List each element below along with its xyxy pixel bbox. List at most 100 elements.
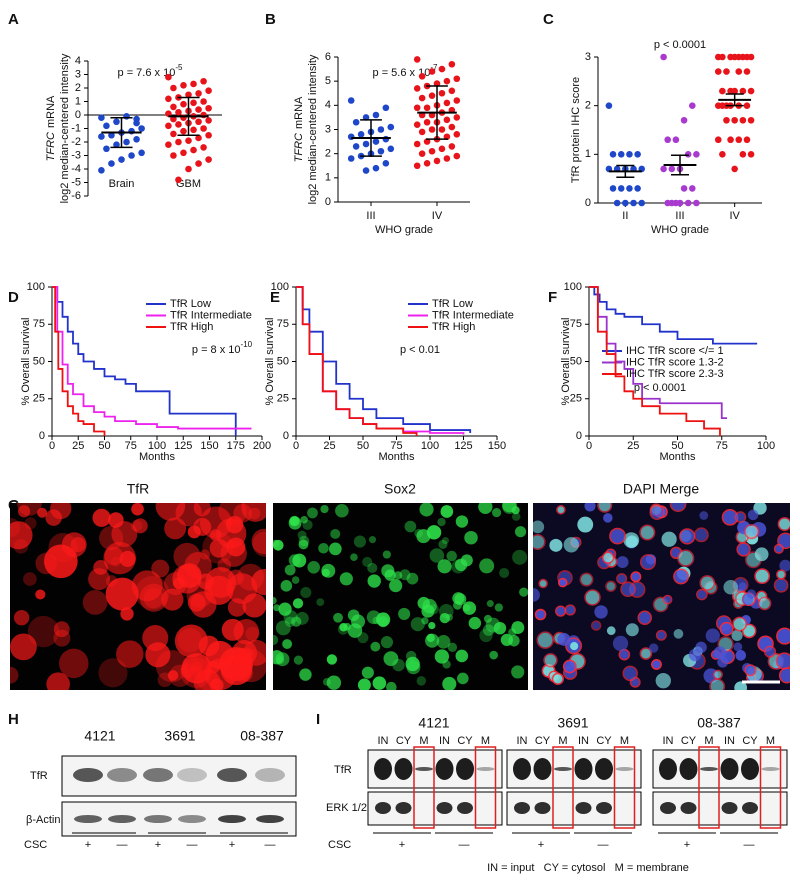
blot: 4121 IN CY M IN CY M + — 3691 IN CY M IN CY M + — 08-387 IN… [367, 715, 788, 851]
cell [248, 507, 261, 520]
data-point [205, 117, 212, 124]
nucleus [549, 538, 563, 552]
nucleus [723, 579, 738, 595]
data-point [672, 136, 680, 144]
lane-label: IN [724, 735, 735, 747]
panel-label: H [8, 711, 19, 728]
x-axis-label: Months [659, 451, 696, 463]
lane-label: M [419, 735, 428, 747]
csc-label: CSC [328, 839, 351, 851]
image-title: Sox2 [384, 481, 416, 497]
image-title: DAPI Merge [623, 481, 699, 497]
nucleus [519, 587, 528, 597]
lane-label: IN [578, 735, 589, 747]
nucleus [297, 530, 307, 540]
data-point [453, 152, 461, 160]
data-point [714, 68, 722, 75]
nucleus [398, 607, 411, 621]
p-value-text: p < 0.01 [400, 344, 440, 356]
p-value: p = 8 x 10-10 [192, 340, 253, 356]
cell [242, 593, 266, 618]
nucleus [421, 617, 429, 625]
csc-sign: — [187, 839, 198, 851]
image-title: TfR [127, 481, 150, 497]
data-point [175, 109, 182, 116]
category-label: III [366, 210, 375, 222]
y-axis-label-gene: TFRC [293, 133, 305, 162]
nucleus [441, 537, 449, 545]
data-point [743, 68, 751, 75]
cell [131, 570, 163, 602]
nucleus [557, 577, 568, 588]
panel-label: F [548, 289, 557, 306]
y-axis-label: TFRC mRNA [45, 95, 57, 161]
nucleus [693, 527, 709, 543]
nucleus [330, 528, 341, 539]
data-point [739, 116, 747, 124]
cell [92, 508, 111, 527]
data-point [731, 165, 738, 173]
data-point [731, 116, 738, 124]
nucleus [662, 594, 673, 605]
nucleus [775, 569, 787, 580]
x-axis-label: Months [378, 451, 415, 463]
nucleus [577, 516, 594, 533]
band [513, 758, 531, 780]
data-point [387, 145, 395, 153]
cell [10, 633, 37, 661]
nucleus [439, 612, 450, 624]
data-point [362, 140, 370, 148]
panel-label: E [270, 289, 280, 306]
nucleus [620, 581, 636, 598]
data-point [180, 82, 187, 89]
cell [193, 669, 221, 690]
nucleus [322, 677, 331, 686]
nucleus [764, 645, 777, 658]
data-point [180, 100, 187, 108]
cell-line: 08-387 [697, 715, 741, 731]
cell [46, 672, 70, 690]
nucleus [609, 527, 626, 545]
data-point [382, 160, 390, 167]
data-point [165, 141, 172, 148]
nucleus [564, 604, 576, 616]
cell [227, 598, 247, 617]
nucleus [366, 610, 381, 625]
cell-line: 08-387 [240, 728, 284, 744]
data-point [413, 104, 421, 112]
y-tick-label: 3 [75, 68, 81, 80]
cell [251, 528, 266, 555]
nucleus [326, 654, 338, 665]
cell [119, 550, 136, 567]
cell [177, 628, 203, 653]
x-tick-label: 25 [627, 440, 639, 452]
data-point [347, 97, 355, 104]
cell [13, 539, 29, 554]
cell [23, 572, 37, 586]
micrograph [273, 503, 528, 690]
nucleus [688, 648, 702, 662]
data-point [423, 138, 431, 145]
y-tick-label: -1 [71, 122, 81, 134]
cell-line: 3691 [164, 728, 195, 744]
p-value-text: p = 5.6 x 10 [373, 67, 431, 79]
y-tick-label: 100 [564, 281, 582, 293]
x-tick-label: 175 [227, 440, 245, 452]
cell [98, 658, 128, 688]
data-point [747, 151, 755, 158]
membrane-highlight [474, 746, 497, 829]
nucleus [381, 564, 395, 578]
data-point [739, 151, 747, 158]
nucleus [511, 621, 525, 635]
nucleus [622, 665, 638, 682]
nucleus [630, 571, 642, 583]
data-point [428, 92, 436, 99]
micrograph [533, 503, 790, 690]
cell [50, 503, 72, 520]
nucleus [538, 578, 548, 589]
data-point [205, 131, 212, 139]
nucleus [307, 561, 320, 574]
data-point [372, 138, 380, 145]
nucleus [291, 616, 302, 627]
x-tick-label: 50 [98, 440, 110, 452]
